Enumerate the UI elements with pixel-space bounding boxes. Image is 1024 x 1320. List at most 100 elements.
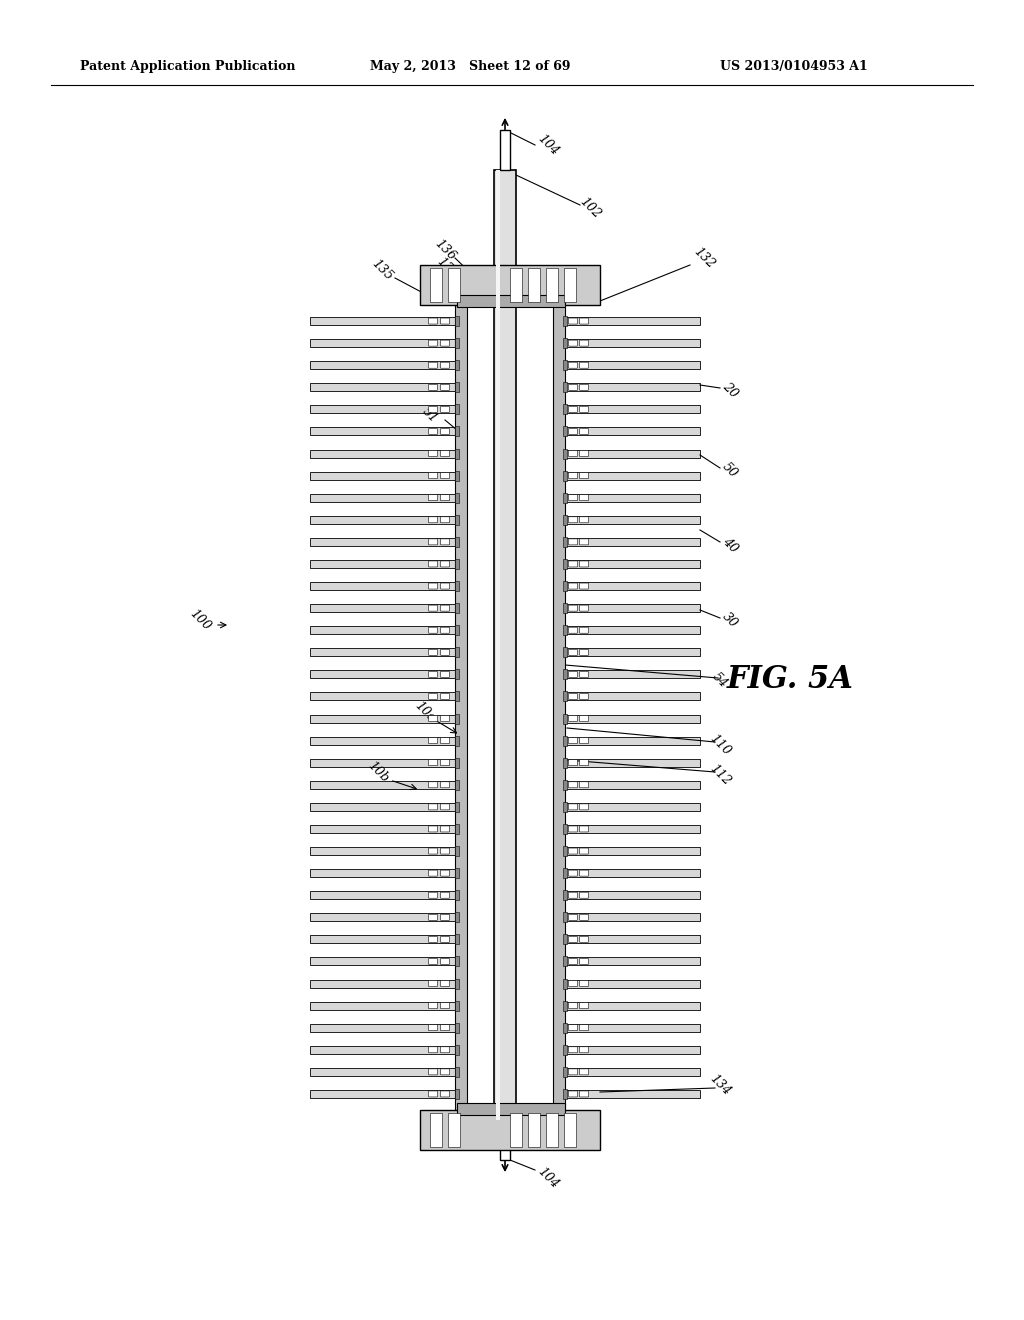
Bar: [563, 515, 567, 525]
FancyBboxPatch shape: [568, 781, 578, 788]
FancyBboxPatch shape: [568, 760, 578, 766]
Bar: [565, 825, 700, 833]
Bar: [310, 781, 457, 789]
FancyBboxPatch shape: [428, 672, 437, 677]
Bar: [455, 801, 459, 812]
FancyBboxPatch shape: [580, 517, 589, 523]
Bar: [528, 1113, 540, 1147]
FancyBboxPatch shape: [440, 450, 450, 457]
Bar: [565, 1024, 700, 1032]
Bar: [310, 516, 457, 524]
FancyBboxPatch shape: [440, 407, 450, 412]
Bar: [455, 471, 459, 480]
FancyBboxPatch shape: [580, 892, 589, 898]
FancyBboxPatch shape: [428, 1090, 437, 1097]
Bar: [565, 1002, 700, 1010]
Bar: [565, 737, 700, 744]
FancyBboxPatch shape: [428, 870, 437, 876]
Bar: [310, 648, 457, 656]
Bar: [455, 581, 459, 591]
Bar: [563, 581, 567, 591]
FancyBboxPatch shape: [568, 981, 578, 986]
FancyBboxPatch shape: [568, 870, 578, 876]
FancyBboxPatch shape: [580, 583, 589, 589]
FancyBboxPatch shape: [568, 627, 578, 634]
FancyBboxPatch shape: [568, 738, 578, 743]
Bar: [494, 170, 516, 1119]
Bar: [565, 537, 700, 546]
Bar: [310, 803, 457, 810]
FancyBboxPatch shape: [568, 936, 578, 942]
Bar: [455, 735, 459, 746]
FancyBboxPatch shape: [440, 936, 450, 942]
Bar: [455, 1089, 459, 1100]
FancyBboxPatch shape: [580, 870, 589, 876]
Bar: [563, 824, 567, 834]
Bar: [455, 1067, 459, 1077]
FancyBboxPatch shape: [568, 804, 578, 810]
FancyBboxPatch shape: [580, 981, 589, 986]
Bar: [563, 315, 567, 326]
Text: 102: 102: [577, 195, 603, 220]
FancyBboxPatch shape: [568, 958, 578, 965]
Text: 40: 40: [720, 535, 740, 556]
FancyBboxPatch shape: [580, 450, 589, 457]
FancyBboxPatch shape: [428, 627, 437, 634]
Text: Patent Application Publication: Patent Application Publication: [80, 59, 296, 73]
FancyBboxPatch shape: [428, 605, 437, 611]
Text: 10a: 10a: [412, 700, 438, 725]
Bar: [563, 603, 567, 612]
FancyBboxPatch shape: [568, 341, 578, 346]
FancyBboxPatch shape: [568, 826, 578, 832]
Bar: [565, 1045, 700, 1053]
Bar: [455, 537, 459, 546]
FancyBboxPatch shape: [428, 693, 437, 700]
Bar: [310, 317, 457, 325]
FancyBboxPatch shape: [568, 892, 578, 898]
FancyBboxPatch shape: [440, 1003, 450, 1008]
Bar: [310, 714, 457, 722]
Text: FIG. 5A: FIG. 5A: [727, 664, 853, 696]
FancyBboxPatch shape: [428, 1024, 437, 1031]
Bar: [565, 428, 700, 436]
Bar: [455, 957, 459, 966]
Text: 104: 104: [535, 132, 561, 158]
Bar: [563, 669, 567, 680]
Text: 138: 138: [434, 255, 460, 281]
Bar: [310, 936, 457, 944]
FancyBboxPatch shape: [440, 605, 450, 611]
Bar: [455, 846, 459, 857]
FancyBboxPatch shape: [440, 1024, 450, 1031]
Bar: [449, 268, 460, 302]
Bar: [455, 1023, 459, 1032]
Bar: [310, 450, 457, 458]
FancyBboxPatch shape: [428, 517, 437, 523]
Bar: [565, 781, 700, 789]
Bar: [455, 1045, 459, 1055]
FancyBboxPatch shape: [428, 915, 437, 920]
FancyBboxPatch shape: [568, 473, 578, 479]
FancyBboxPatch shape: [428, 892, 437, 898]
FancyBboxPatch shape: [580, 693, 589, 700]
Bar: [563, 1067, 567, 1077]
Text: 136: 136: [432, 236, 458, 263]
Bar: [310, 383, 457, 391]
FancyBboxPatch shape: [568, 539, 578, 545]
Bar: [565, 648, 700, 656]
FancyBboxPatch shape: [440, 1090, 450, 1097]
FancyBboxPatch shape: [428, 341, 437, 346]
Bar: [500, 1119, 510, 1160]
FancyBboxPatch shape: [568, 318, 578, 323]
FancyBboxPatch shape: [440, 627, 450, 634]
FancyBboxPatch shape: [428, 760, 437, 766]
Text: 100: 100: [187, 607, 213, 634]
Bar: [455, 869, 459, 878]
Bar: [565, 803, 700, 810]
FancyBboxPatch shape: [440, 892, 450, 898]
FancyBboxPatch shape: [428, 649, 437, 655]
FancyBboxPatch shape: [580, 847, 589, 854]
Bar: [310, 362, 457, 370]
FancyBboxPatch shape: [440, 760, 450, 766]
FancyBboxPatch shape: [440, 583, 450, 589]
FancyBboxPatch shape: [568, 429, 578, 434]
